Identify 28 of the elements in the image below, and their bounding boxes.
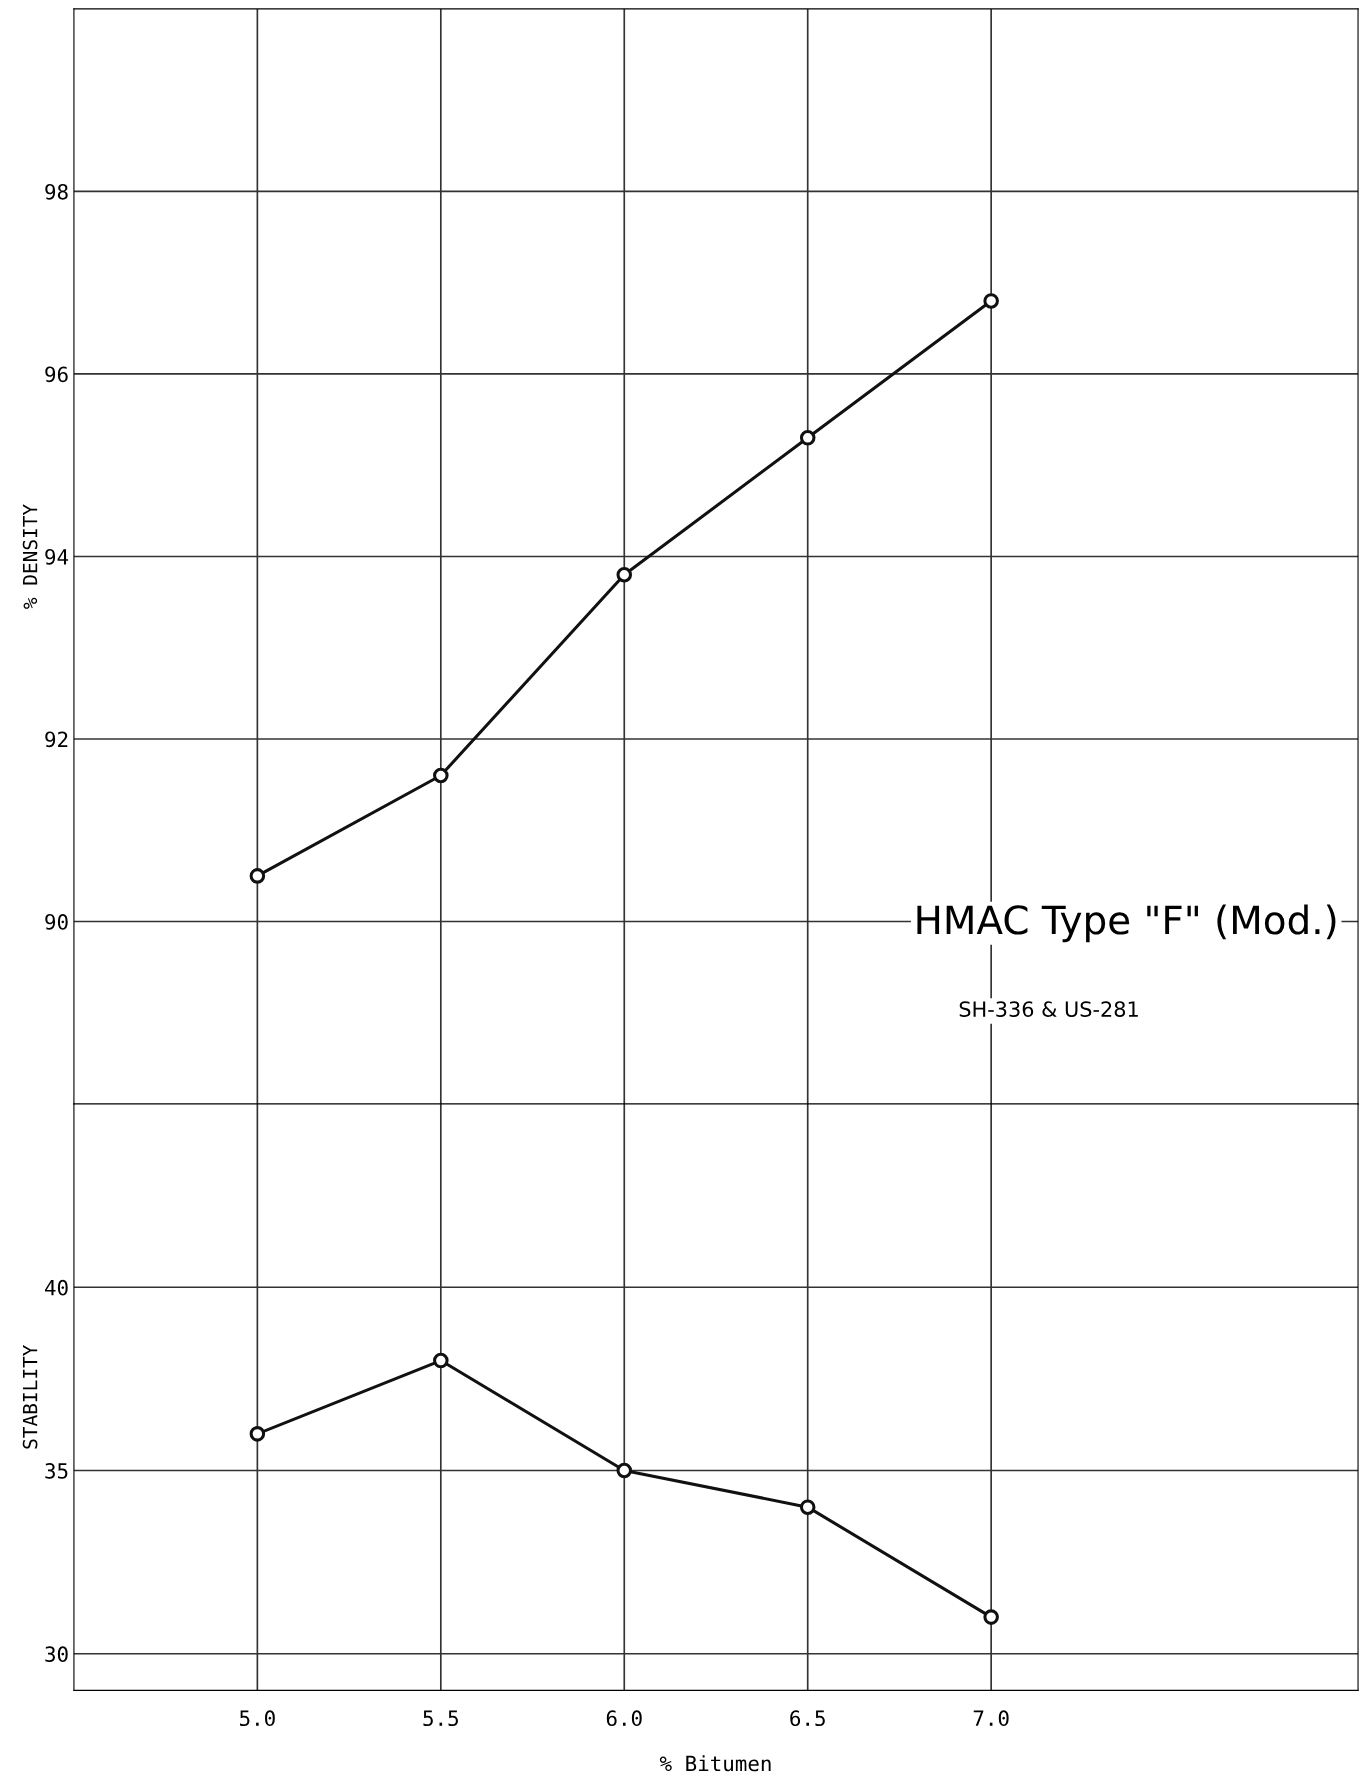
point	[799, 430, 816, 446]
point	[616, 566, 633, 583]
x-tick-label: 5.5	[423, 1710, 458, 1727]
x-tick-label: 7.0	[973, 1710, 1009, 1727]
y-tick-label: 90	[45, 914, 68, 930]
y-axis-title: % DENSITY	[22, 504, 38, 609]
point	[249, 868, 266, 884]
y-tick-label: 30	[45, 1646, 68, 1663]
annotation: SH-336 & US-281	[959, 1001, 1138, 1017]
point	[616, 1462, 633, 1479]
point	[799, 1499, 816, 1515]
y-tick-label: 35	[45, 1463, 68, 1479]
y-tick-label: 40	[45, 1279, 68, 1296]
point	[249, 1426, 266, 1442]
x-tick-label: 5.0	[240, 1710, 275, 1727]
x-axis-title: % Bitumen	[659, 1755, 771, 1772]
point	[433, 767, 449, 784]
point	[983, 293, 999, 309]
y-tick-label: 94	[45, 548, 69, 565]
point	[983, 1609, 999, 1625]
x-tick-label: 6.0	[606, 1710, 642, 1727]
x-tick-label: 6.5	[790, 1710, 825, 1727]
y-tick-label: 98	[45, 183, 68, 200]
y-axis-title: STABILITY	[22, 1344, 38, 1449]
annotation: HMAC Type "F" (Mod.)	[917, 904, 1336, 943]
y-tick-label: 92	[45, 731, 68, 748]
y-tick-label: 96	[45, 366, 68, 383]
point	[433, 1352, 449, 1369]
